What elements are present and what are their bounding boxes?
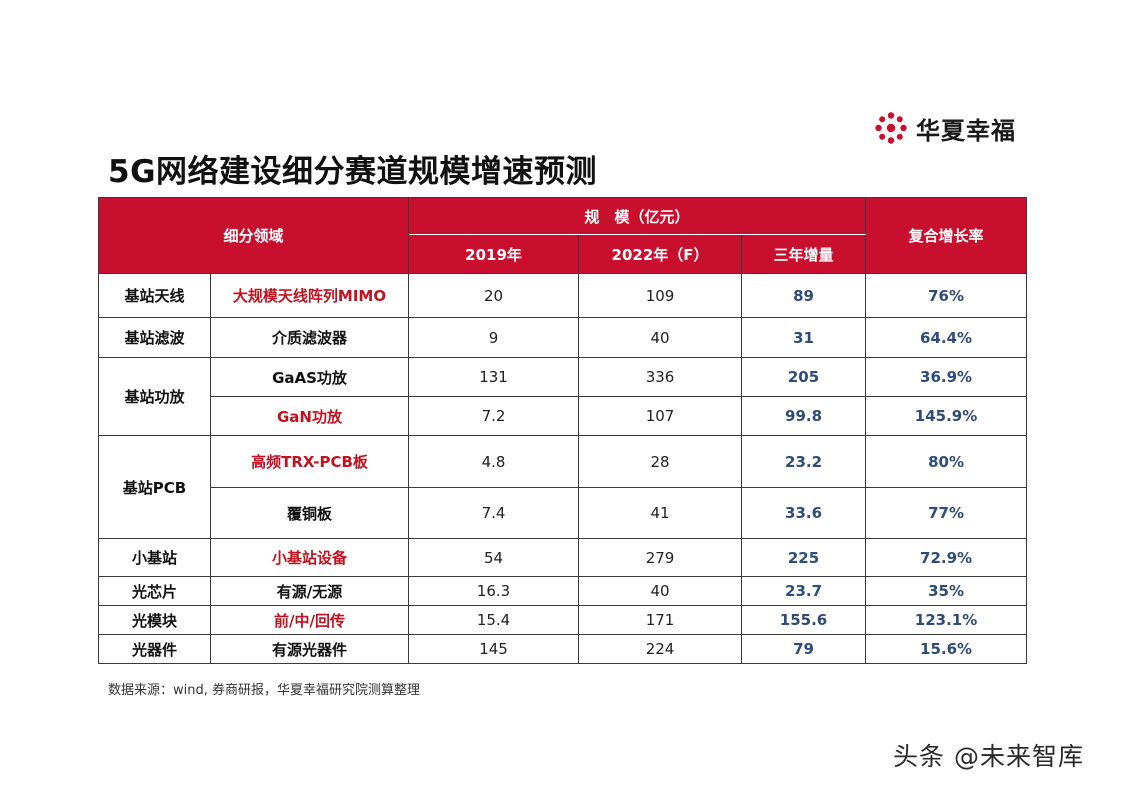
- subsegment-cell: GaN功放: [209, 396, 410, 436]
- table-row: 光器件 有源光器件 145 224 79 15.6%: [98, 634, 1028, 664]
- value-cagr: 123.1%: [865, 605, 1028, 635]
- value-2022: 109: [578, 273, 743, 318]
- value-2019: 131: [408, 357, 580, 397]
- value-2022: 107: [578, 396, 743, 436]
- header-cagr: 复合增长率: [865, 197, 1028, 274]
- value-cagr: 145.9%: [865, 396, 1028, 436]
- subsegment-cell: 覆铜板: [209, 487, 410, 539]
- value-2022: 28: [578, 435, 743, 488]
- value-2022: 279: [578, 538, 743, 577]
- value-2019: 9: [408, 317, 580, 358]
- category-cell: 基站功放: [98, 357, 211, 436]
- value-2022: 224: [578, 634, 743, 664]
- value-increase: 225: [741, 538, 867, 577]
- subsegment-cell: 前/中/回传: [209, 605, 410, 635]
- table-row: 基站PCB 高频TRX-PCB板 4.8 28 23.2 80%: [98, 435, 1028, 539]
- source-note: 数据来源：wind, 券商研报，华夏幸福研究院测算整理: [108, 683, 421, 698]
- table-row: GaN功放 7.2 107 99.8 145.9%: [99, 396, 1028, 436]
- value-cagr: 15.6%: [865, 634, 1028, 664]
- value-2022: 336: [578, 357, 743, 397]
- category-cell: 基站天线: [98, 273, 211, 318]
- subsegment-cell: 高频TRX-PCB板: [209, 435, 410, 488]
- table-row: 基站功放 GaAS功放 131 336 205 36.9%: [98, 357, 1028, 436]
- category-cell: 光器件: [98, 634, 211, 664]
- value-2019: 145: [408, 634, 580, 664]
- value-2019: 16.3: [408, 576, 580, 606]
- subsegment-cell: 小基站设备: [209, 538, 410, 577]
- watermark: 头条 @未来智库: [893, 742, 1084, 771]
- value-2019: 54: [408, 538, 580, 577]
- value-cagr: 76%: [865, 273, 1028, 318]
- value-2019: 20: [408, 273, 580, 318]
- value-cagr: 36.9%: [865, 357, 1028, 397]
- header-2019: 2019年: [408, 234, 580, 274]
- table-row: 基站滤波 介质滤波器 9 40 31 64.4%: [98, 317, 1028, 358]
- value-2022: 41: [578, 487, 743, 539]
- value-increase: 205: [741, 357, 867, 397]
- header-scale-group: 规 模（亿元）: [408, 197, 867, 235]
- subsegment-cell: 大规模天线阵列MIMO: [209, 273, 410, 318]
- value-increase: 31: [741, 317, 867, 358]
- table-row: 覆铜板 7.4 41 33.6 77%: [99, 487, 1028, 539]
- brand-name: 华夏幸福: [916, 116, 1016, 145]
- value-increase: 99.8: [741, 396, 867, 436]
- table-row: 光芯片 有源/无源 16.3 40 23.7 35%: [98, 576, 1028, 606]
- value-increase: 155.6: [741, 605, 867, 635]
- table-row: 基站天线 大规模天线阵列MIMO 20 109 89 76%: [98, 273, 1028, 318]
- table-row: 光模块 前/中/回传 15.4 171 155.6 123.1%: [98, 605, 1028, 635]
- value-cagr: 35%: [865, 576, 1028, 606]
- brand-logo: 华夏幸福: [874, 108, 1016, 148]
- category-cell: 光芯片: [98, 576, 211, 606]
- header-segment: 细分领域: [97, 197, 410, 274]
- value-cagr: 72.9%: [865, 538, 1028, 577]
- forecast-table: 细分领域 规 模（亿元） 复合增长率 2019年 2022年（F） 三年增量 基…: [97, 197, 1028, 664]
- value-2022: 40: [578, 317, 743, 358]
- category-cell: 基站PCB: [98, 435, 211, 539]
- page-title: 5G网络建设细分赛道规模增速预测: [108, 154, 598, 190]
- value-2022: 171: [578, 605, 743, 635]
- value-increase: 79: [741, 634, 867, 664]
- category-cell: 光模块: [98, 605, 211, 635]
- subsegment-cell: GaAS功放: [209, 357, 410, 397]
- value-cagr: 80%: [865, 435, 1028, 488]
- value-2019: 7.2: [408, 396, 580, 436]
- subsegment-cell: 有源/无源: [209, 576, 410, 606]
- flower-logo-icon: [875, 112, 907, 144]
- value-2019: 4.8: [408, 435, 580, 488]
- value-increase: 89: [741, 273, 867, 318]
- value-cagr: 64.4%: [865, 317, 1028, 358]
- value-increase: 23.2: [741, 435, 867, 488]
- value-increase: 33.6: [741, 487, 867, 539]
- subsegment-cell: 有源光器件: [209, 634, 410, 664]
- header-2022: 2022年（F）: [578, 234, 743, 274]
- value-2019: 7.4: [408, 487, 580, 539]
- value-increase: 23.7: [741, 576, 867, 606]
- category-cell: 基站滤波: [98, 317, 211, 358]
- value-2019: 15.4: [408, 605, 580, 635]
- category-cell: 小基站: [98, 538, 211, 577]
- table-row: 小基站 小基站设备 54 279 225 72.9%: [98, 538, 1028, 577]
- value-cagr: 77%: [865, 487, 1028, 539]
- value-2022: 40: [578, 576, 743, 606]
- header-increase: 三年增量: [741, 234, 867, 274]
- subsegment-cell: 介质滤波器: [209, 317, 410, 358]
